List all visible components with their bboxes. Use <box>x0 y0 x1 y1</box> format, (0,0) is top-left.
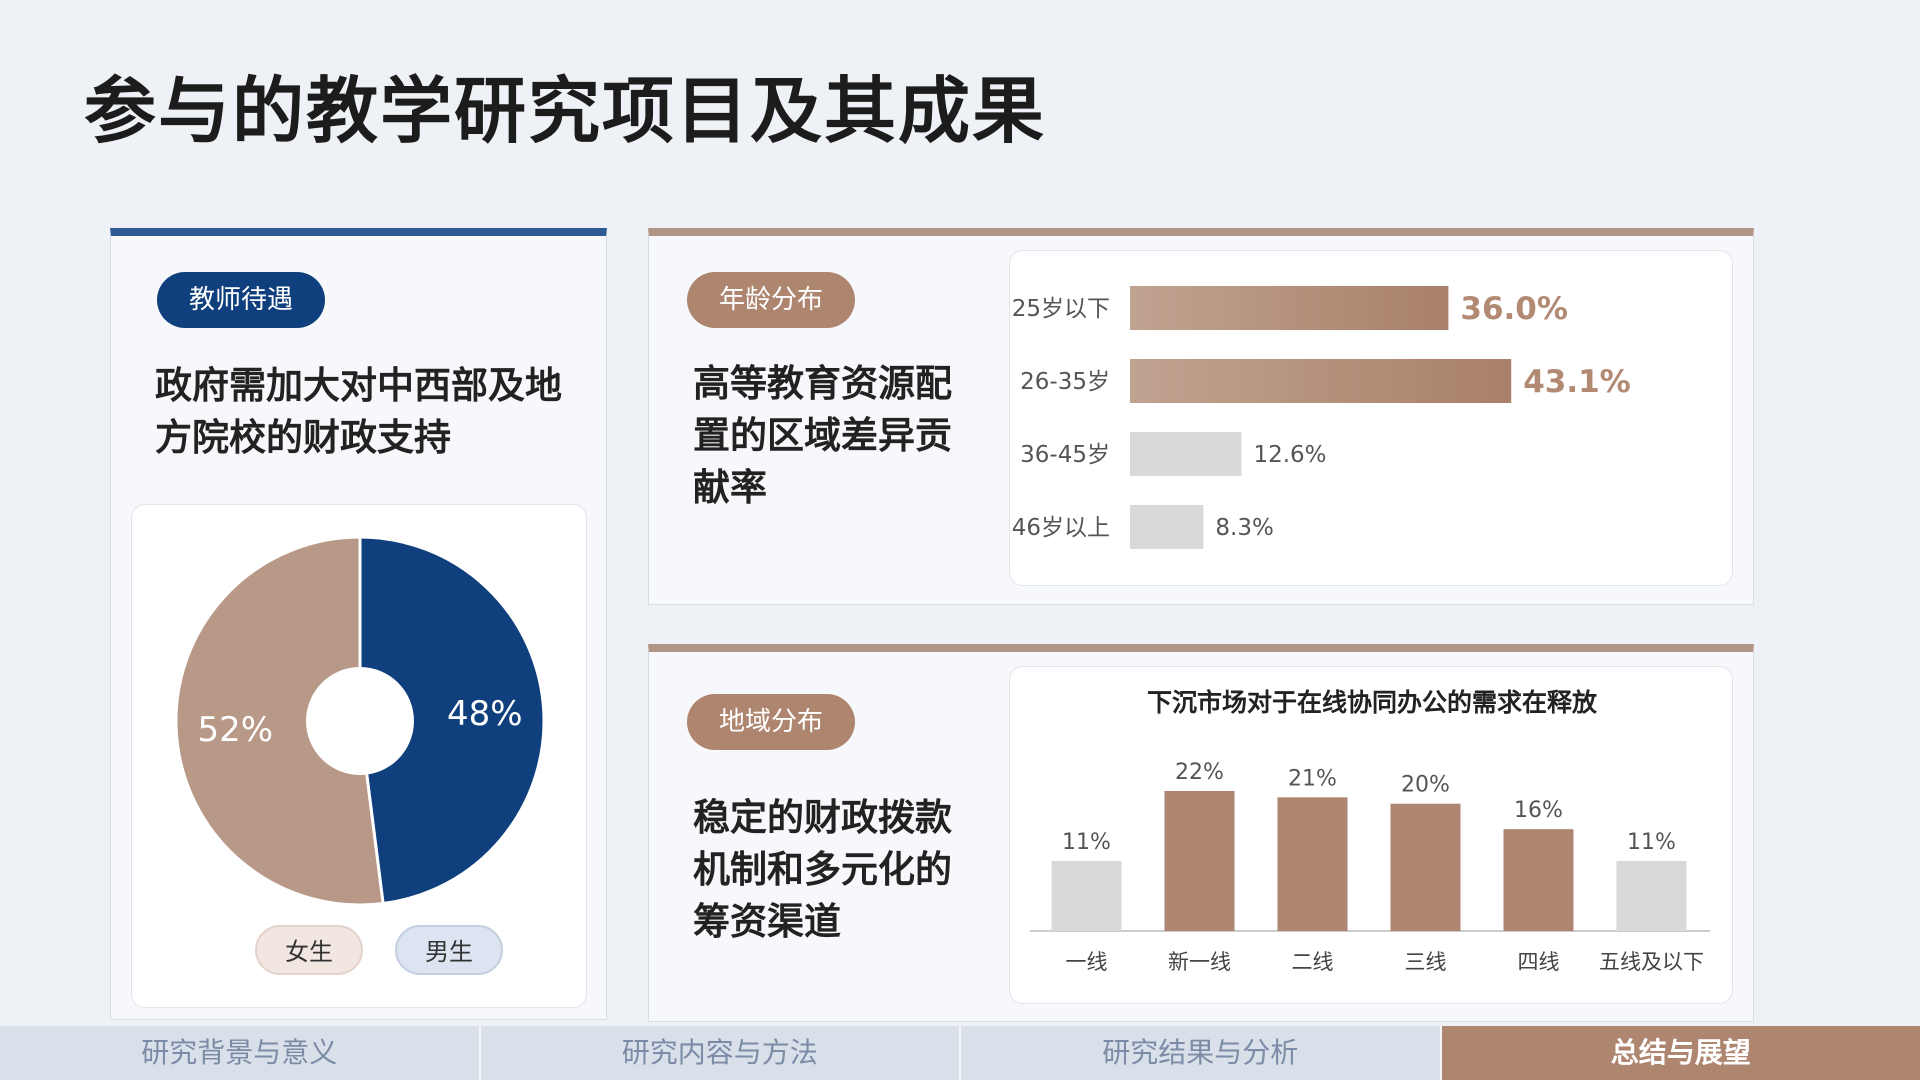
top-heading-line-3: 献率 <box>693 466 767 509</box>
pie-slice-male <box>358 535 546 905</box>
age-bar <box>1130 359 1512 403</box>
region-bar <box>1616 861 1687 931</box>
age-category-label: 25岁以下 <box>1012 296 1110 322</box>
pie-label-male: 48% <box>447 694 523 734</box>
region-category-label: 四线 <box>1518 950 1560 974</box>
region-value-label: 16% <box>1514 798 1563 823</box>
region-category-label: 二线 <box>1292 950 1334 974</box>
age-category-label: 36-45岁 <box>1020 442 1110 468</box>
bottom-card-heading: 稳定的财政拨款 机制和多元化的 筹资渠道 <box>693 792 952 948</box>
age-bar <box>1130 432 1242 476</box>
age-value-label: 8.3% <box>1215 515 1273 541</box>
region-category-label: 新一线 <box>1168 950 1231 974</box>
legend-male[interactable]: 男生 <box>395 925 503 975</box>
gender-pie-panel: 48% 52% 女生 男生 <box>131 504 587 1008</box>
age-distribution-card: 年龄分布 高等教育资源配 置的区域差异贡 献率 25岁以下 36.0% 26-35岁… <box>648 228 1754 605</box>
section-nav: 研究背景与意义 研究内容与方法 研究结果与分析 总结与展望 <box>0 1026 1920 1080</box>
tag-age-distribution: 年龄分布 <box>687 272 856 328</box>
tag-region-distribution: 地域分布 <box>687 694 856 750</box>
age-bar <box>1130 286 1449 330</box>
nav-tab-background[interactable]: 研究背景与意义 <box>0 1026 481 1080</box>
nav-tab-results[interactable]: 研究结果与分析 <box>961 1026 1442 1080</box>
region-bar <box>1164 791 1235 931</box>
left-heading-line-2: 方院校的财政支持 <box>155 416 451 459</box>
region-bar-panel: 下沉市场对于在线协同办公的需求在释放 11% 一线 22% 新一线 21% 二线 20% 三线 1… <box>1009 666 1733 1004</box>
region-bar-chart: 下沉市场对于在线协同办公的需求在释放 11% 一线 22% 新一线 21% 二线 20% 三线 1… <box>1030 688 1710 974</box>
teacher-pay-card: 教师待遇 政府需加大对中西部及地 方院校的财政支持 48% 52% 女生 男生 <box>110 228 607 1020</box>
legend-female[interactable]: 女生 <box>255 925 363 975</box>
region-category-label: 一线 <box>1066 950 1108 974</box>
pie-slice-female <box>174 535 385 905</box>
top-card-heading: 高等教育资源配 置的区域差异贡 献率 <box>693 358 952 514</box>
region-category-label: 三线 <box>1405 950 1447 974</box>
top-heading-line-2: 置的区域差异贡 <box>693 414 952 457</box>
page-title: 参与的教学研究项目及其成果 <box>84 68 1047 153</box>
left-card-heading: 政府需加大对中西部及地 方院校的财政支持 <box>155 360 562 464</box>
left-heading-line-1: 政府需加大对中西部及地 <box>155 364 562 407</box>
tag-teacher-pay: 教师待遇 <box>157 272 326 328</box>
top-heading-line-1: 高等教育资源配 <box>693 362 952 405</box>
bottom-heading-line-1: 稳定的财政拨款 <box>693 796 952 839</box>
region-bar <box>1390 803 1461 931</box>
bottom-heading-line-3: 筹资渠道 <box>693 900 841 943</box>
age-category-label: 46岁以上 <box>1012 515 1110 541</box>
gender-pie-chart: 48% 52% <box>174 535 546 905</box>
nav-tab-summary[interactable]: 总结与展望 <box>1441 1026 1920 1080</box>
pie-label-female: 52% <box>197 710 273 750</box>
age-bar-chart: 25岁以下 36.0% 26-35岁 43.1% 36-45岁 12.6% 46岁以上 8.3… <box>1012 286 1631 549</box>
age-value-label: 36.0% <box>1460 291 1568 327</box>
region-distribution-card: 地域分布 稳定的财政拨款 机制和多元化的 筹资渠道 下沉市场对于在线协同办公的需… <box>648 644 1754 1022</box>
age-bar-panel: 25岁以下 36.0% 26-35岁 43.1% 36-45岁 12.6% 46岁以上 8.3… <box>1009 250 1733 586</box>
region-bar <box>1277 797 1348 931</box>
age-value-label: 43.1% <box>1523 364 1631 400</box>
region-value-label: 21% <box>1288 766 1337 791</box>
region-value-label: 11% <box>1062 830 1111 855</box>
region-value-label: 20% <box>1401 773 1450 798</box>
region-bar <box>1503 829 1574 931</box>
age-value-label: 12.6% <box>1253 442 1326 468</box>
age-bar <box>1130 505 1204 549</box>
age-category-label: 26-35岁 <box>1020 369 1110 395</box>
region-value-label: 11% <box>1627 830 1676 855</box>
region-chart-title: 下沉市场对于在线协同办公的需求在释放 <box>1147 688 1598 717</box>
donut-hole <box>306 667 414 775</box>
bottom-heading-line-2: 机制和多元化的 <box>693 848 952 891</box>
region-bar <box>1051 861 1122 931</box>
region-category-label: 五线及以下 <box>1599 950 1704 974</box>
nav-tab-methods[interactable]: 研究内容与方法 <box>480 1026 961 1080</box>
region-value-label: 22% <box>1175 760 1224 785</box>
